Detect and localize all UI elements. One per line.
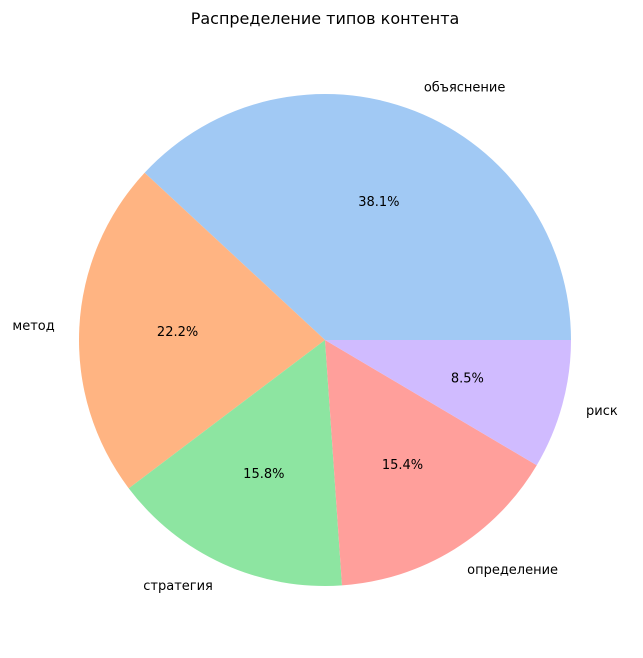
slice-label-3: определение [467, 563, 558, 578]
pie-slice-3 [325, 340, 537, 586]
slice-percent-1: 22.2% [157, 325, 198, 340]
slice-label-1: метод [12, 319, 54, 334]
slice-percent-0: 38.1% [358, 195, 399, 210]
pie-slice-0 [144, 94, 571, 340]
slice-percent-2: 15.8% [243, 467, 284, 482]
slice-percent-3: 15.4% [382, 458, 423, 473]
slice-label-4: риск [586, 404, 618, 419]
pie-slices [78, 94, 571, 586]
pie-slice-1 [78, 172, 325, 489]
pie-slice-2 [128, 340, 342, 586]
slice-label-0: объяснение [424, 81, 506, 96]
pie-labels: объяснение 38.1% метод 22.2% стратегия 15.8% о… [12, 81, 617, 594]
slice-label-2: стратегия [143, 579, 213, 594]
chart-title: Распределение типов контента [191, 9, 460, 28]
pie-slice-4 [325, 340, 571, 466]
slice-percent-4: 8.5% [451, 371, 484, 386]
